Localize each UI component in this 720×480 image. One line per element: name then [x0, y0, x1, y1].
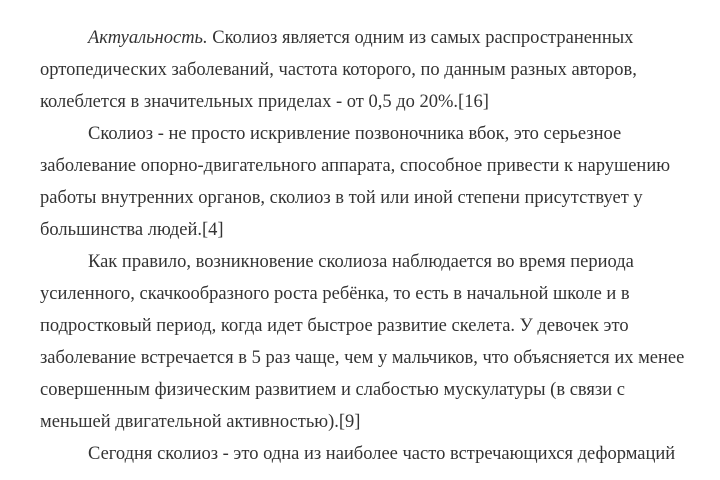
paragraph-onset: Как правило, возникновение сколиоза набл… [40, 246, 710, 438]
paragraph-today: Сегодня сколиоз - это одна из наиболее ч… [40, 438, 710, 470]
text-line: усиленного, скачкообразного роста ребёнк… [40, 284, 630, 304]
document-body: Актуальность. Сколиоз является одним из … [40, 22, 710, 470]
text-line: заболевание встречается в 5 раз чаще, че… [40, 348, 685, 368]
text-line: совершенным физическим развитием и слабо… [40, 380, 625, 400]
text-line: работы внутренних органов, сколиоз в той… [40, 188, 643, 208]
paragraph-scoliosis-definition: Сколиоз - не просто искривление позвоноч… [40, 118, 710, 246]
text-line: Сколиоз - не просто искривление позвоноч… [88, 124, 622, 144]
text-line: заболевание опорно-двигательного аппарат… [40, 156, 671, 176]
text-line: Сегодня сколиоз - это одна из наиболее ч… [88, 444, 676, 464]
text-line: колеблется в значительных приделах - от … [40, 92, 489, 112]
text-span: Сколиоз является одним из самых распрост… [207, 28, 634, 48]
text-line: Актуальность. Сколиоз является одним из … [40, 22, 710, 54]
text-line: Как правило, возникновение сколиоза набл… [88, 252, 634, 272]
paragraph-relevance: Актуальность. Сколиоз является одним из … [40, 22, 710, 118]
text-line: ортопедических заболеваний, частота кото… [40, 60, 637, 80]
text-line: меньшей двигательной активностью).[9] [40, 412, 361, 432]
text-line: большинства людей.[4] [40, 220, 224, 240]
relevance-heading: Актуальность. [88, 28, 208, 48]
text-line: подростковый период, когда идет быстрое … [40, 316, 629, 336]
